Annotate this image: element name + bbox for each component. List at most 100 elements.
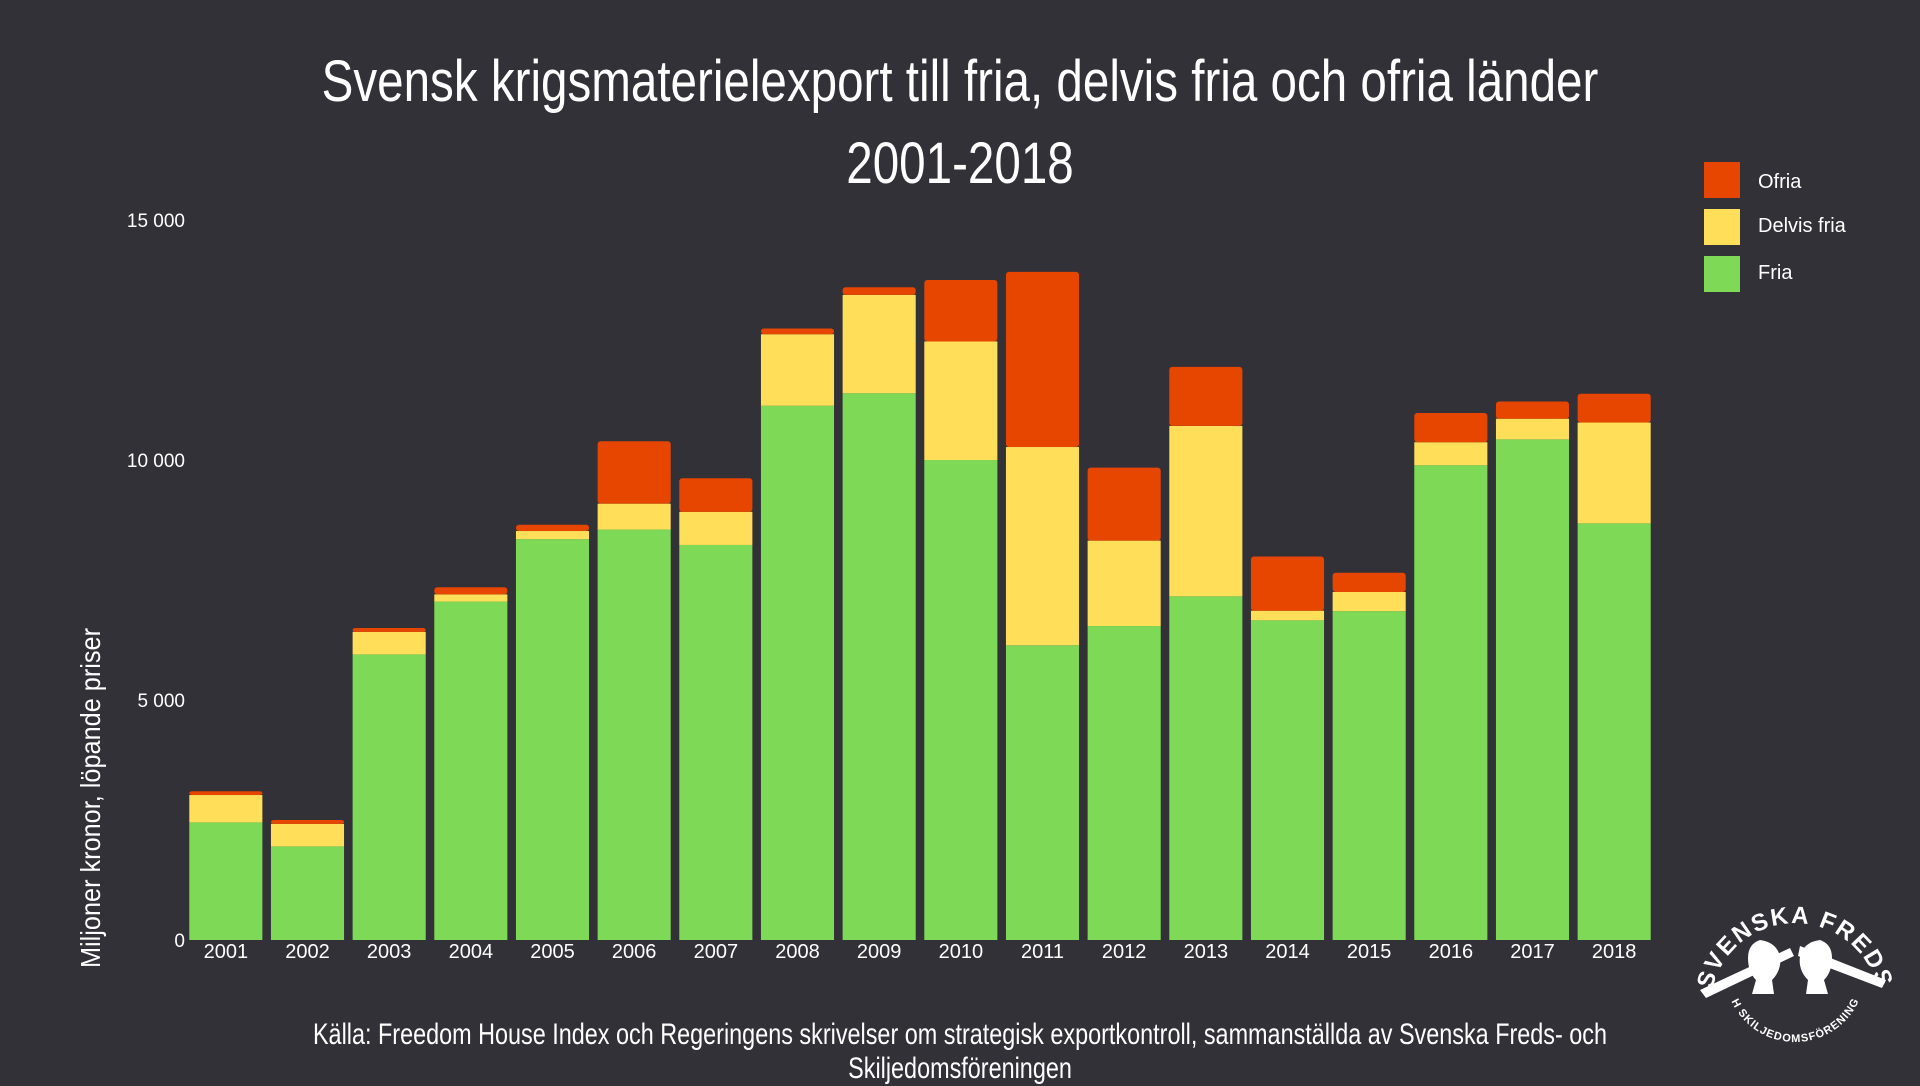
bar-segment-fria [1577, 523, 1651, 940]
y-tick-label: 15 000 [127, 211, 185, 232]
bar-stack [1495, 401, 1570, 940]
bar-segment-ofria [597, 441, 671, 504]
bar-segment-fria [1250, 620, 1325, 940]
bar-stack [1005, 271, 1080, 940]
bar-stacks [189, 271, 1651, 940]
x-tick-label: 2018 [1592, 941, 1637, 963]
bar-segment-ofria [924, 280, 998, 342]
bar-segment-delvis-fria [1332, 592, 1406, 612]
bar-segment-delvis-fria [1577, 422, 1651, 524]
bar-segment-delvis-fria [842, 294, 916, 394]
x-tick-label: 2016 [1429, 941, 1474, 963]
bar-segment-delvis-fria [1005, 447, 1080, 646]
bar-segment-ofria [1577, 393, 1651, 423]
bar-stack [1332, 572, 1406, 940]
bar-segment-ofria [515, 524, 590, 532]
legend-label: Ofria [1758, 171, 1802, 193]
bar-stack [760, 328, 835, 940]
bar-segment-fria [597, 529, 671, 940]
x-tick-label: 2002 [285, 941, 330, 963]
legend-label: Fria [1758, 262, 1793, 284]
bar-segment-delvis-fria [1495, 418, 1570, 440]
x-tick-label: 2003 [367, 941, 412, 963]
y-axis: 0 5 000 10 000 15 000 [127, 211, 185, 952]
bar-segment-fria [1414, 465, 1488, 940]
y-axis-label: Miljoner kronor, löpande priser [75, 628, 106, 968]
chart-title: Svensk krigsmaterielexport till fria, de… [321, 49, 1599, 114]
bar-segment-ofria [760, 328, 835, 335]
bar-segment-delvis-fria [679, 511, 753, 545]
bar-segment-fria [924, 460, 998, 940]
bar-segment-ofria [434, 587, 508, 595]
y-tick-label: 0 [174, 931, 185, 952]
bar-stack [352, 628, 426, 940]
x-tick-label: 2017 [1510, 941, 1555, 963]
bar-segment-delvis-fria [1087, 540, 1161, 627]
x-tick-label: 2001 [204, 941, 249, 963]
x-tick-label: 2015 [1347, 941, 1392, 963]
x-tick-label: 2008 [775, 941, 820, 963]
bar-segment-delvis-fria [434, 594, 508, 602]
x-tick-label: 2014 [1265, 941, 1310, 963]
bar-segment-fria [434, 601, 508, 940]
bar-segment-fria [1332, 611, 1406, 940]
bar-segment-fria [1495, 439, 1570, 940]
bar-segment-fria [842, 393, 916, 940]
bar-segment-fria [1005, 645, 1080, 940]
bar-segment-ofria [1250, 556, 1325, 611]
bar-segment-fria [270, 846, 345, 940]
x-tick-label: 2012 [1102, 941, 1147, 963]
x-tick-label: 2004 [449, 941, 494, 963]
bar-stack [189, 791, 263, 940]
x-tick-label: 2006 [612, 941, 657, 963]
bar-segment-delvis-fria [1250, 610, 1325, 621]
bar-segment-fria [760, 405, 835, 940]
bar-segment-fria [679, 544, 753, 940]
bar-segment-ofria [270, 820, 345, 824]
bar-segment-delvis-fria [597, 503, 671, 530]
bar-segment-delvis-fria [352, 631, 426, 655]
bar-stack [1577, 393, 1651, 940]
y-tick-label: 10 000 [127, 451, 185, 472]
broken-rifle-icon [1700, 940, 1886, 998]
bar-segment-ofria [1087, 467, 1161, 541]
bar-segment-delvis-fria [1414, 442, 1488, 466]
bar-segment-delvis-fria [760, 334, 835, 406]
bar-segment-ofria [189, 791, 263, 796]
x-tick-label: 2007 [694, 941, 739, 963]
bar-segment-fria [515, 539, 590, 940]
bar-segment-delvis-fria [270, 823, 345, 847]
bar-stack [679, 478, 753, 940]
bar-stack [1250, 556, 1325, 940]
bar-stack [1414, 412, 1488, 940]
x-tick-label: 2009 [857, 941, 902, 963]
bar-segment-fria [352, 654, 426, 940]
bar-segment-delvis-fria [189, 795, 263, 823]
x-tick-label: 2013 [1184, 941, 1229, 963]
bar-segment-fria [189, 822, 263, 940]
svenska-freds-logo: SVENSKA FREDS OCH SKILJEDOMSFÖRENINGEN [1690, 880, 1896, 1045]
bar-stack [1087, 467, 1161, 940]
bar-segment-fria [1087, 626, 1161, 940]
y-tick-label: 5 000 [137, 691, 185, 712]
x-tick-label: 2005 [530, 941, 575, 963]
bar-segment-delvis-fria [924, 341, 998, 460]
source-note: Källa: Freedom House Index och Regeringe… [312, 1018, 1608, 1085]
bar-segment-delvis-fria [515, 531, 590, 540]
bar-segment-ofria [842, 287, 916, 295]
bar-stack [1169, 366, 1243, 940]
bar-segment-ofria [679, 478, 753, 512]
x-axis: 2001 2002 2003 2004 2005 2006 2007 2008 2009 2010… [204, 941, 1637, 963]
bar-stack [515, 524, 590, 940]
legend-swatch-fria [1704, 256, 1740, 292]
bar-segment-fria [1169, 596, 1243, 940]
bar-segment-delvis-fria [1169, 425, 1243, 597]
bar-segment-ofria [1005, 271, 1080, 448]
x-tick-label: 2011 [1021, 941, 1064, 963]
bar-stack [842, 287, 916, 940]
bar-segment-ofria [352, 628, 426, 632]
bar-segment-ofria [1332, 572, 1406, 592]
bar-segment-ofria [1495, 401, 1570, 419]
bar-segment-ofria [1414, 412, 1488, 443]
